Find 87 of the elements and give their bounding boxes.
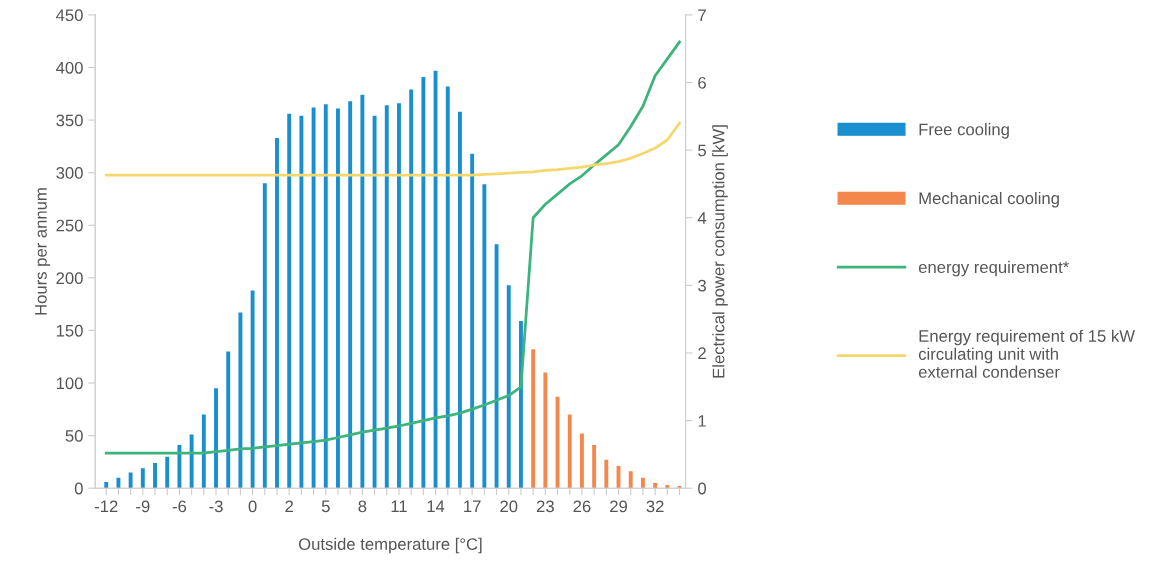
bar xyxy=(311,107,316,489)
bar xyxy=(104,481,109,489)
x-tick-label: 14 xyxy=(427,500,445,513)
x-tick-label: 5 xyxy=(321,500,330,513)
bar xyxy=(165,456,170,489)
y2-tick-label: 3 xyxy=(698,279,706,292)
bar xyxy=(458,111,462,489)
y-tick-label: 250 xyxy=(56,219,83,232)
bar xyxy=(445,86,450,489)
bar xyxy=(494,244,499,489)
x-tick-label: 20 xyxy=(500,500,518,513)
bar xyxy=(348,101,353,489)
y2-tick-label: 1 xyxy=(698,415,706,427)
x-tick-label: 8 xyxy=(358,500,367,513)
x-tick-label: -12 xyxy=(94,500,118,513)
bar xyxy=(433,70,438,489)
bar xyxy=(506,285,511,489)
bar xyxy=(299,115,304,489)
legend-label: energy requirement* xyxy=(918,260,1069,277)
bar xyxy=(628,471,633,489)
y2-tick-label: 7 xyxy=(698,9,706,21)
x-tick-label: 17 xyxy=(464,500,481,513)
y2-tick-label: 5 xyxy=(698,144,706,157)
bar xyxy=(640,477,645,489)
bar xyxy=(226,351,231,489)
y-tick-label: 150 xyxy=(56,324,83,337)
bar xyxy=(409,89,414,489)
y-tick-label: 0 xyxy=(74,482,83,495)
x-tick-label: 26 xyxy=(573,500,591,513)
bar xyxy=(250,290,255,489)
bar xyxy=(482,184,487,489)
bar xyxy=(140,468,145,489)
legend-label: Mechanical cooling xyxy=(919,191,1059,208)
bar xyxy=(214,388,218,489)
bar xyxy=(421,76,426,489)
bar xyxy=(579,433,584,489)
bar xyxy=(592,445,597,489)
y-tick-label: 200 xyxy=(56,272,83,285)
x-axis-title: Outside temperature [°C] xyxy=(298,537,482,554)
x-tick-label: 11 xyxy=(391,500,407,513)
bar xyxy=(397,103,401,489)
bar xyxy=(177,445,182,489)
y-tick-label: 50 xyxy=(65,430,83,442)
line-series xyxy=(104,40,681,455)
bar xyxy=(116,477,121,489)
legend-label: Free cooling xyxy=(919,123,1009,139)
line-series xyxy=(104,121,681,177)
bar xyxy=(531,349,536,489)
y2-axis-title: Electrical power consumption [kW] xyxy=(712,125,728,378)
x-tick-label: 23 xyxy=(536,500,554,513)
bar xyxy=(262,183,267,489)
x-tick-label: 29 xyxy=(610,500,627,513)
bar xyxy=(604,459,609,489)
x-tick-label: -6 xyxy=(172,500,187,513)
bar xyxy=(665,485,670,489)
y-tick-label: 300 xyxy=(56,167,83,179)
bar xyxy=(336,108,340,489)
x-tick-label: -9 xyxy=(136,500,150,513)
y-tick-label: 100 xyxy=(56,377,83,390)
bar xyxy=(128,472,133,489)
bar xyxy=(275,137,279,489)
y-tick-label: 450 xyxy=(56,9,83,22)
bar xyxy=(201,414,206,489)
x-tick-label: 32 xyxy=(646,500,664,513)
x-tick-label: 2 xyxy=(285,500,293,513)
y-tick-label: 350 xyxy=(56,114,83,127)
bar xyxy=(360,94,365,489)
legend-label: Energy requirement of 15 kW circulating unit with external condenser xyxy=(918,329,1135,378)
bar xyxy=(384,105,389,489)
bar xyxy=(567,414,572,489)
y-tick-label: 400 xyxy=(56,61,83,74)
bar xyxy=(238,312,243,489)
x-tick-label: 0 xyxy=(248,500,257,513)
bar xyxy=(372,115,377,489)
bar xyxy=(287,113,292,489)
bar xyxy=(153,462,157,489)
y2-tick-label: 2 xyxy=(698,347,706,360)
bar xyxy=(543,372,548,489)
bar xyxy=(189,434,194,489)
y-axis-title: Hours per annum xyxy=(35,188,51,315)
bar xyxy=(323,104,328,489)
y2-tick-label: 6 xyxy=(698,76,706,89)
y2-tick-label: 4 xyxy=(697,212,707,224)
y2-tick-label: 0 xyxy=(698,482,707,495)
x-tick-label: -3 xyxy=(209,500,223,513)
bar xyxy=(470,153,475,489)
bar xyxy=(653,482,658,489)
